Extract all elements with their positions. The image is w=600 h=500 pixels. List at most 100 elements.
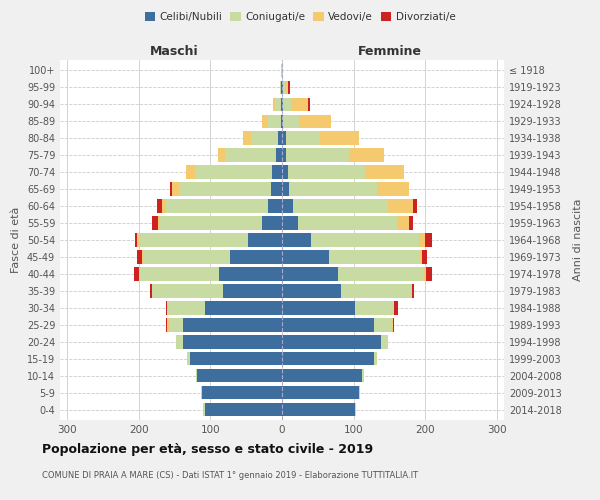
Bar xyxy=(179,182,271,196)
Bar xyxy=(419,234,425,246)
Bar xyxy=(268,114,281,128)
Bar xyxy=(142,250,143,264)
Bar xyxy=(278,132,282,144)
Bar xyxy=(176,336,183,348)
Bar xyxy=(308,98,310,111)
Bar xyxy=(298,216,397,230)
Bar xyxy=(282,98,283,111)
Bar xyxy=(223,284,282,298)
Legend: Celibi/Nubili, Coniugati/e, Vedovi/e, Divorziati/e: Celibi/Nubili, Coniugati/e, Vedovi/e, Di… xyxy=(140,8,460,26)
Bar xyxy=(282,336,381,348)
Bar xyxy=(311,234,419,246)
Bar xyxy=(248,234,282,246)
Text: Maschi: Maschi xyxy=(150,46,199,59)
Bar xyxy=(286,148,349,162)
Bar xyxy=(282,250,329,264)
Bar xyxy=(282,386,359,400)
Bar xyxy=(341,284,412,298)
Bar xyxy=(425,234,433,246)
Bar xyxy=(172,182,179,196)
Bar xyxy=(299,114,331,128)
Bar xyxy=(205,302,282,314)
Bar xyxy=(251,132,278,144)
Bar xyxy=(338,268,424,280)
Bar xyxy=(137,250,142,264)
Bar xyxy=(262,216,282,230)
Bar xyxy=(281,80,282,94)
Text: COMUNE DI PRAIA A MARE (CS) - Dati ISTAT 1° gennaio 2019 - Elaborazione TUTTITAL: COMUNE DI PRAIA A MARE (CS) - Dati ISTAT… xyxy=(42,470,418,480)
Bar xyxy=(218,148,225,162)
Bar xyxy=(377,182,409,196)
Bar xyxy=(282,302,355,314)
Bar xyxy=(282,80,283,94)
Bar xyxy=(329,250,420,264)
Bar xyxy=(392,318,393,332)
Bar xyxy=(289,182,377,196)
Bar xyxy=(139,234,248,246)
Bar xyxy=(282,200,293,212)
Bar xyxy=(393,318,394,332)
Bar xyxy=(194,166,272,178)
Bar xyxy=(281,98,282,111)
Bar xyxy=(272,98,275,111)
Bar xyxy=(320,132,359,144)
Bar xyxy=(281,64,282,77)
Bar xyxy=(355,302,394,314)
Bar xyxy=(283,114,299,128)
Bar xyxy=(282,64,283,77)
Bar xyxy=(282,268,338,280)
Bar xyxy=(201,386,202,400)
Bar xyxy=(158,216,160,230)
Bar xyxy=(355,403,356,416)
Bar xyxy=(293,200,388,212)
Bar xyxy=(422,250,427,264)
Bar xyxy=(276,148,282,162)
Bar xyxy=(420,250,422,264)
Bar xyxy=(282,132,286,144)
Bar xyxy=(183,318,282,332)
Bar xyxy=(283,80,285,94)
Bar xyxy=(137,234,139,246)
Bar xyxy=(152,284,223,298)
Bar xyxy=(412,284,414,298)
Bar xyxy=(163,200,166,212)
Bar xyxy=(272,166,282,178)
Bar xyxy=(381,336,388,348)
Bar xyxy=(397,216,409,230)
Bar xyxy=(160,216,262,230)
Bar xyxy=(282,114,283,128)
Bar xyxy=(282,318,374,332)
Y-axis label: Anni di nascita: Anni di nascita xyxy=(573,198,583,281)
Bar xyxy=(166,302,167,314)
Bar xyxy=(167,302,205,314)
Bar xyxy=(388,200,413,212)
Bar xyxy=(426,268,431,280)
Bar xyxy=(242,132,251,144)
Bar xyxy=(190,352,282,366)
Bar xyxy=(365,166,404,178)
Bar xyxy=(286,132,320,144)
Bar xyxy=(362,369,364,382)
Bar xyxy=(219,268,282,280)
Y-axis label: Fasce di età: Fasce di età xyxy=(11,207,21,273)
Bar xyxy=(282,284,341,298)
Bar xyxy=(282,234,311,246)
Bar xyxy=(170,182,172,196)
Bar xyxy=(288,166,365,178)
Bar xyxy=(187,352,190,366)
Bar xyxy=(394,302,398,314)
Bar xyxy=(275,98,281,111)
Bar xyxy=(424,268,426,280)
Bar xyxy=(135,234,137,246)
Bar xyxy=(374,318,392,332)
Bar xyxy=(202,386,282,400)
Bar xyxy=(169,318,183,332)
Bar xyxy=(143,250,230,264)
Text: Femmine: Femmine xyxy=(358,46,421,59)
Bar xyxy=(166,200,268,212)
Bar xyxy=(230,250,282,264)
Bar xyxy=(134,268,139,280)
Bar xyxy=(282,166,288,178)
Bar xyxy=(290,98,308,111)
Bar xyxy=(140,268,219,280)
